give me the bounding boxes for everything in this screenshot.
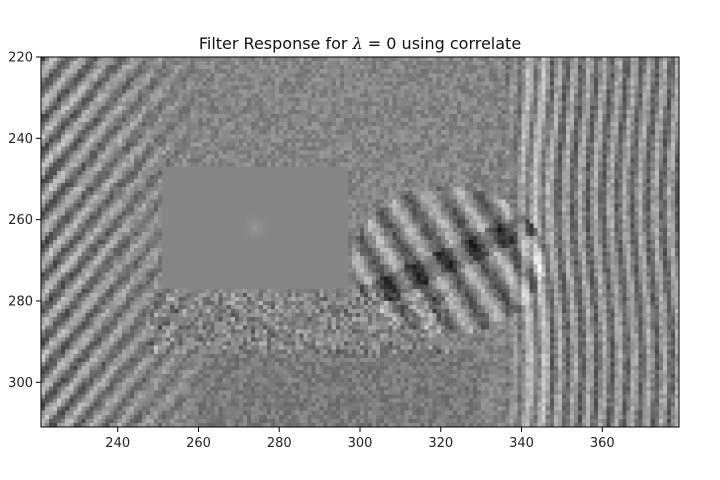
flat-region-spot [239,211,272,244]
x-tick-label: 300 [348,436,373,451]
x-tick-label: 320 [428,436,453,451]
x-tick-label: 360 [590,436,615,451]
plot-area [40,56,680,428]
chart-title-suffix: = 0 using correlate [363,34,521,53]
x-tick-label: 340 [509,436,534,451]
chart-title-prefix: Filter Response for [199,34,353,53]
y-tick-label: 300 [8,376,33,391]
y-tick-label: 240 [8,132,33,147]
chart-title: Filter Response for λ = 0 using correlat… [199,34,521,53]
heatmap-pixels [41,57,679,427]
y-axis: 220 240 260 280 300 [8,51,41,391]
x-tick-label: 260 [186,436,211,451]
y-tick-label: 280 [8,294,33,309]
flat-region [162,166,348,289]
y-tick-label: 260 [8,213,33,228]
x-tick-label: 280 [267,436,292,451]
x-tick-label: 240 [105,436,130,451]
x-axis: 240 260 280 300 320 340 360 [105,427,615,451]
chart-title-lambda: λ [352,34,363,53]
y-tick-label: 220 [8,51,33,66]
heatmap-image [41,57,679,427]
